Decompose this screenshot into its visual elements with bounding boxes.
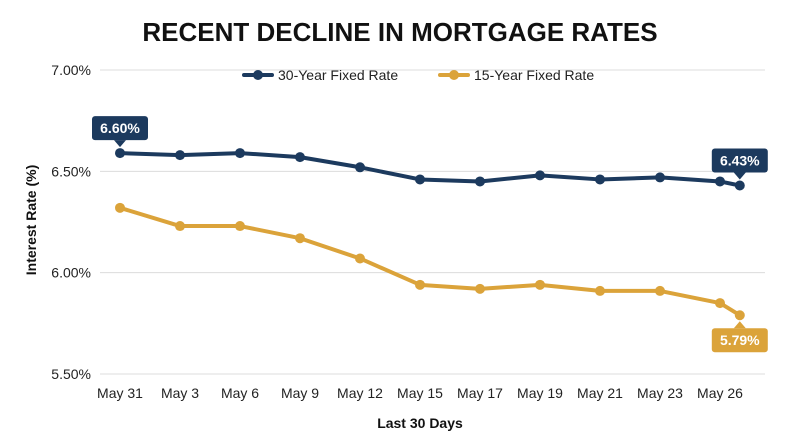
data-point [415, 174, 425, 185]
x-tick-label: May 3 [161, 385, 199, 401]
x-axis: May 31 May 3 May 6 May 9 May 12 May 15 May 17 M… [97, 385, 743, 401]
x-tick-label: May 12 [337, 385, 383, 401]
data-point [655, 285, 665, 296]
callout-box [711, 148, 768, 173]
legend-label: 30-Year Fixed Rate [278, 67, 398, 83]
callout-pointer [733, 172, 746, 180]
data-point [595, 285, 605, 296]
data-point [655, 172, 665, 183]
legend-swatch-marker [449, 70, 459, 80]
data-point [715, 176, 725, 187]
callout-box [92, 116, 148, 141]
callout-label: 5.79% [720, 332, 760, 348]
callout-label: 6.43% [720, 153, 760, 169]
callout-pointer [733, 321, 746, 329]
data-point [715, 298, 725, 309]
data-callout: 6.43% [711, 148, 768, 180]
data-point [115, 148, 125, 159]
data-point [295, 233, 305, 244]
x-tick-label: May 26 [697, 385, 743, 401]
y-tick-label: 6.00% [51, 265, 91, 281]
x-tick-label: May 19 [517, 385, 563, 401]
x-tick-label: May 9 [281, 385, 319, 401]
data-point [475, 283, 485, 294]
data-point [415, 279, 425, 290]
data-point [595, 174, 605, 185]
data-point [235, 148, 245, 159]
data-point [295, 152, 305, 163]
x-tick-label: May 31 [97, 385, 143, 401]
data-point [115, 202, 125, 213]
y-axis-title: Interest Rate (%) [23, 165, 39, 275]
y-axis: 7.00% 6.50% 6.00% 5.50% [51, 62, 91, 382]
data-point [355, 162, 365, 173]
callout-box [711, 328, 768, 353]
y-tick-label: 5.50% [51, 366, 91, 382]
legend-swatch-marker [253, 70, 263, 80]
data-point [734, 180, 745, 191]
y-tick-label: 6.50% [51, 163, 91, 179]
x-tick-label: May 15 [397, 385, 443, 401]
data-callout: 5.79% [711, 321, 768, 353]
x-tick-label: May 23 [637, 385, 683, 401]
legend: 30-Year Fixed Rate 15-Year Fixed Rate [242, 67, 594, 83]
data-point [734, 310, 745, 321]
x-tick-label: May 6 [221, 385, 259, 401]
x-axis-title: Last 30 Days [377, 415, 463, 431]
x-tick-label: May 21 [577, 385, 623, 401]
data-callout: 6.60% [92, 116, 148, 148]
data-point [175, 150, 185, 161]
x-tick-label: May 17 [457, 385, 503, 401]
data-point [535, 279, 545, 290]
data-point [535, 170, 545, 181]
data-point [175, 221, 185, 232]
data-point [355, 253, 365, 264]
series-layer [115, 148, 745, 321]
data-point [235, 221, 245, 232]
legend-label: 15-Year Fixed Rate [474, 67, 594, 83]
callout-pointer [114, 140, 126, 148]
grid-layer [100, 69, 765, 375]
y-tick-label: 7.00% [51, 62, 91, 78]
callout-layer: 6.60% 6.43% 5.79% [92, 116, 768, 353]
data-point [475, 176, 485, 187]
callout-label: 6.60% [100, 120, 140, 136]
series-line [118, 151, 742, 188]
chart-title: RECENT DECLINE IN MORTGAGE RATES [142, 17, 657, 47]
series-line [118, 205, 742, 318]
